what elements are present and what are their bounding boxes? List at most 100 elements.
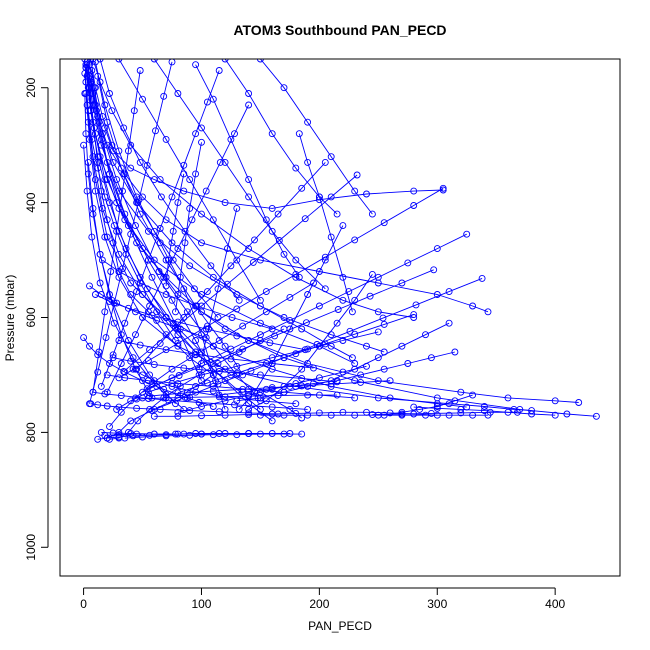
data-point bbox=[380, 320, 388, 328]
data-point bbox=[233, 431, 241, 439]
data-point bbox=[96, 59, 104, 63]
series-line bbox=[89, 61, 173, 404]
data-point bbox=[91, 176, 99, 184]
series-line bbox=[260, 59, 373, 215]
data-point bbox=[157, 193, 165, 201]
data-point bbox=[469, 302, 477, 310]
data-point bbox=[160, 273, 168, 281]
data-point bbox=[268, 130, 276, 138]
data-point bbox=[275, 237, 283, 244]
series-line bbox=[154, 411, 438, 417]
data-point bbox=[374, 328, 382, 336]
data-point bbox=[96, 250, 104, 258]
data-point bbox=[292, 256, 300, 264]
data-point bbox=[313, 341, 321, 348]
data-point bbox=[98, 204, 106, 212]
series-line bbox=[177, 314, 414, 394]
data-point bbox=[592, 412, 600, 420]
data-point bbox=[386, 394, 394, 402]
data-point bbox=[233, 256, 241, 264]
data-point bbox=[144, 357, 152, 365]
data-point bbox=[183, 389, 191, 397]
data-point bbox=[268, 204, 276, 212]
data-point bbox=[298, 365, 306, 373]
data-point bbox=[256, 256, 264, 264]
data-point bbox=[286, 316, 294, 324]
data-point bbox=[292, 164, 300, 172]
series-line bbox=[109, 282, 314, 427]
data-point bbox=[256, 337, 264, 344]
data-point bbox=[221, 199, 229, 207]
data-point bbox=[106, 360, 113, 367]
data-point bbox=[89, 153, 97, 161]
data-point bbox=[215, 408, 223, 416]
data-point bbox=[286, 293, 294, 301]
series-line bbox=[136, 394, 338, 400]
data-point bbox=[174, 318, 182, 326]
x-tick-label: 0 bbox=[80, 597, 87, 611]
data-point bbox=[410, 202, 418, 209]
data-point bbox=[339, 296, 347, 304]
data-point bbox=[451, 348, 459, 356]
data-point bbox=[98, 256, 106, 264]
data-point bbox=[227, 345, 235, 353]
data-point bbox=[221, 59, 229, 63]
data-point bbox=[102, 334, 110, 342]
data-point bbox=[357, 378, 365, 386]
data-point bbox=[198, 403, 205, 410]
data-point bbox=[351, 394, 359, 402]
data-point bbox=[97, 382, 105, 390]
data-point bbox=[304, 360, 312, 367]
data-point bbox=[379, 314, 387, 322]
x-tick-label: 100 bbox=[191, 597, 211, 611]
data-point bbox=[162, 282, 170, 290]
data-point bbox=[363, 362, 370, 370]
data-point bbox=[106, 90, 113, 97]
data-point bbox=[136, 210, 144, 218]
data-point bbox=[374, 354, 382, 362]
data-point bbox=[198, 210, 205, 218]
data-point bbox=[198, 239, 205, 247]
data-point bbox=[156, 339, 164, 347]
data-point bbox=[433, 404, 441, 412]
data-point bbox=[94, 164, 102, 172]
data-point bbox=[231, 401, 238, 409]
data-point bbox=[304, 158, 312, 166]
data-point bbox=[251, 388, 258, 396]
data-point bbox=[209, 387, 217, 395]
data-point bbox=[146, 302, 154, 310]
data-point bbox=[122, 250, 130, 258]
data-point bbox=[127, 417, 135, 425]
data-point bbox=[103, 158, 111, 166]
data-point bbox=[304, 391, 312, 399]
series-line bbox=[142, 233, 467, 393]
data-point bbox=[209, 95, 217, 103]
data-point bbox=[86, 342, 93, 350]
data-point bbox=[274, 392, 282, 400]
data-point bbox=[124, 222, 132, 230]
data-point bbox=[223, 245, 231, 253]
data-point bbox=[172, 430, 179, 438]
data-point bbox=[203, 288, 211, 296]
data-point bbox=[202, 334, 210, 342]
data-point bbox=[410, 187, 418, 195]
data-point bbox=[94, 153, 102, 161]
data-point bbox=[130, 107, 138, 115]
data-point bbox=[233, 362, 241, 370]
data-point bbox=[106, 170, 113, 178]
data-point bbox=[469, 411, 477, 419]
data-point bbox=[82, 78, 90, 86]
data-point bbox=[132, 331, 139, 339]
series-51 bbox=[96, 59, 243, 304]
data-point bbox=[94, 368, 102, 376]
series-line bbox=[90, 59, 219, 318]
data-point bbox=[245, 405, 253, 413]
data-point bbox=[146, 392, 154, 400]
data-point bbox=[353, 171, 361, 179]
y-tick-label: 400 bbox=[24, 192, 38, 212]
y-tick-label: 600 bbox=[24, 307, 38, 327]
data-point bbox=[304, 411, 312, 419]
data-point bbox=[256, 59, 264, 63]
data-point bbox=[427, 409, 435, 417]
data-point bbox=[148, 380, 156, 388]
